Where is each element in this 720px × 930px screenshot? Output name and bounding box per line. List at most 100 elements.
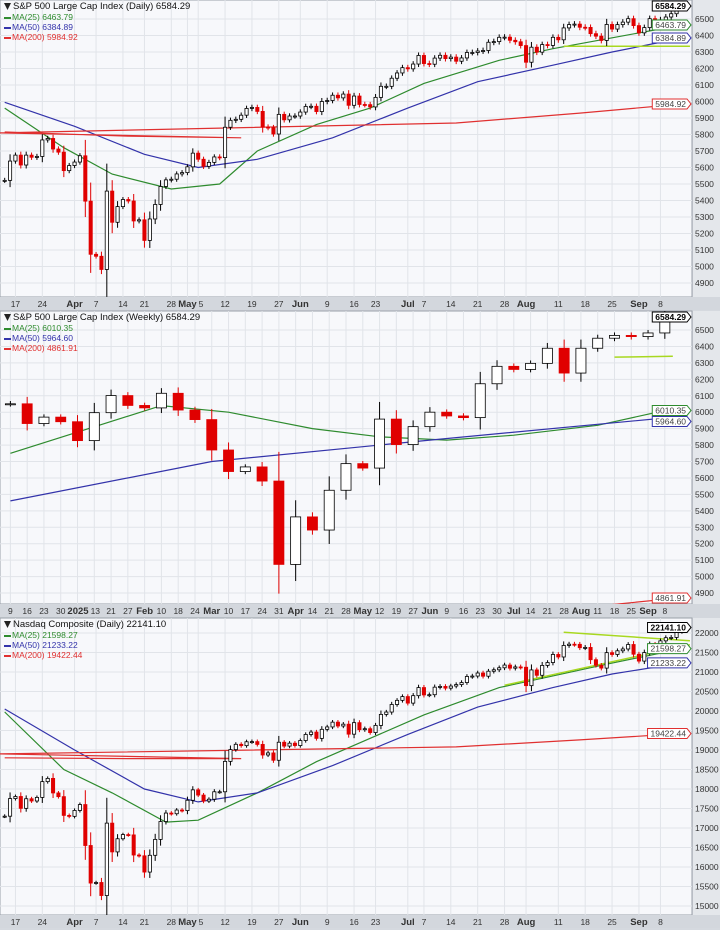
candle-body	[271, 752, 276, 761]
candle-body	[189, 409, 201, 420]
candle	[273, 451, 285, 594]
candle	[491, 38, 496, 46]
candle-body	[524, 45, 529, 63]
trendline	[614, 355, 673, 358]
candle-body	[357, 463, 369, 469]
candle-body	[323, 489, 335, 531]
y-tick-label: 5600	[695, 473, 714, 483]
x-tick-label: 10	[224, 606, 234, 616]
candle-body	[390, 418, 402, 445]
candle	[384, 83, 389, 90]
legend-ma25: MA(25) 21598.27	[12, 630, 78, 640]
candle	[540, 41, 545, 56]
candle	[244, 739, 249, 748]
candle-body	[309, 731, 314, 735]
candle	[374, 401, 385, 486]
candle	[448, 683, 453, 691]
ma50-swatch-icon	[4, 337, 11, 340]
candle-body	[518, 666, 523, 669]
candle	[550, 34, 555, 49]
x-tick-label: 19	[392, 606, 402, 616]
plot-area	[0, 0, 693, 298]
last-value-text: 5984.92	[655, 99, 686, 109]
candle	[34, 153, 39, 160]
candle	[256, 461, 268, 487]
legend-panel-1: S&P 500 Large Cap Index (Daily) 6584.29 …	[4, 2, 190, 42]
candle-body	[497, 667, 502, 671]
candle	[491, 360, 503, 390]
candle-body	[77, 804, 82, 811]
candle	[244, 105, 249, 118]
candle	[395, 70, 400, 82]
candle	[411, 693, 416, 706]
candle	[642, 649, 647, 665]
candle-body	[77, 155, 82, 163]
chart-panel-1: 4900 5000 5100 5200 5300 5400 5500 5600 5700 5800…	[0, 0, 720, 310]
candle-body	[448, 56, 453, 60]
legend-ma50: MA(50) 5964.60	[12, 333, 73, 343]
candle-body	[604, 24, 609, 41]
candle-body	[481, 50, 486, 52]
x-tick-label: Jun	[292, 917, 309, 928]
candle-body	[609, 335, 620, 339]
candle-body	[266, 752, 271, 756]
candle	[223, 116, 228, 169]
candle	[427, 60, 432, 68]
candle-body	[180, 809, 185, 812]
candle-body	[508, 365, 520, 370]
candle-body	[55, 416, 67, 423]
ma25-swatch-icon	[4, 16, 11, 19]
candle-body	[340, 463, 352, 491]
x-tick-label: 21	[140, 299, 150, 309]
candle-body	[67, 815, 72, 817]
candle	[427, 692, 432, 698]
x-tick-label: 9	[325, 917, 330, 927]
legend-ma200: MA(200) 4861.91	[12, 343, 78, 353]
candle-body	[276, 741, 281, 761]
legend-title: Nasdaq Composite (Daily) 22141.10	[13, 619, 167, 630]
candle-body	[223, 126, 228, 158]
x-tick-label: 9	[444, 606, 449, 616]
x-tick-label: 12	[220, 917, 230, 927]
candle	[276, 107, 281, 141]
candle	[454, 54, 459, 65]
candle	[518, 38, 523, 49]
candle	[609, 332, 620, 342]
x-tick-label: Jul	[507, 606, 521, 617]
candle-body	[432, 57, 437, 65]
candle	[395, 698, 400, 707]
x-tick-label: Jul	[401, 917, 415, 928]
x-tick-label: 27	[274, 299, 284, 309]
candle	[83, 790, 88, 860]
candle-body	[94, 882, 99, 884]
candle	[61, 145, 66, 178]
candle-body	[163, 812, 168, 822]
candle	[475, 48, 480, 56]
candle	[126, 197, 131, 204]
candle	[158, 180, 163, 211]
candle-body	[287, 742, 292, 747]
candle-body	[335, 721, 340, 727]
candle	[588, 643, 593, 665]
ma200-swatch-icon	[4, 36, 11, 39]
candle	[524, 660, 529, 693]
candle	[599, 33, 604, 44]
y-axis-area	[693, 618, 720, 915]
candle-body	[663, 637, 668, 642]
x-tick-label: 18	[173, 606, 183, 616]
x-tick-label: 7	[94, 299, 99, 309]
last-value-tag: 22141.10	[647, 621, 692, 633]
candle-body	[620, 21, 625, 26]
candle	[180, 170, 185, 177]
x-tick-label: 21	[140, 917, 150, 927]
y-tick-label: 15000	[695, 901, 719, 911]
candle	[8, 792, 13, 823]
candle	[122, 392, 134, 409]
last-value-text: 6584.29	[655, 1, 686, 11]
x-tick-label: 14	[118, 917, 128, 927]
candle-body	[352, 722, 357, 735]
candle	[534, 667, 539, 678]
y-tick-label: 6500	[695, 325, 714, 335]
candle	[206, 159, 211, 169]
x-tick-label: Jun	[421, 606, 438, 617]
